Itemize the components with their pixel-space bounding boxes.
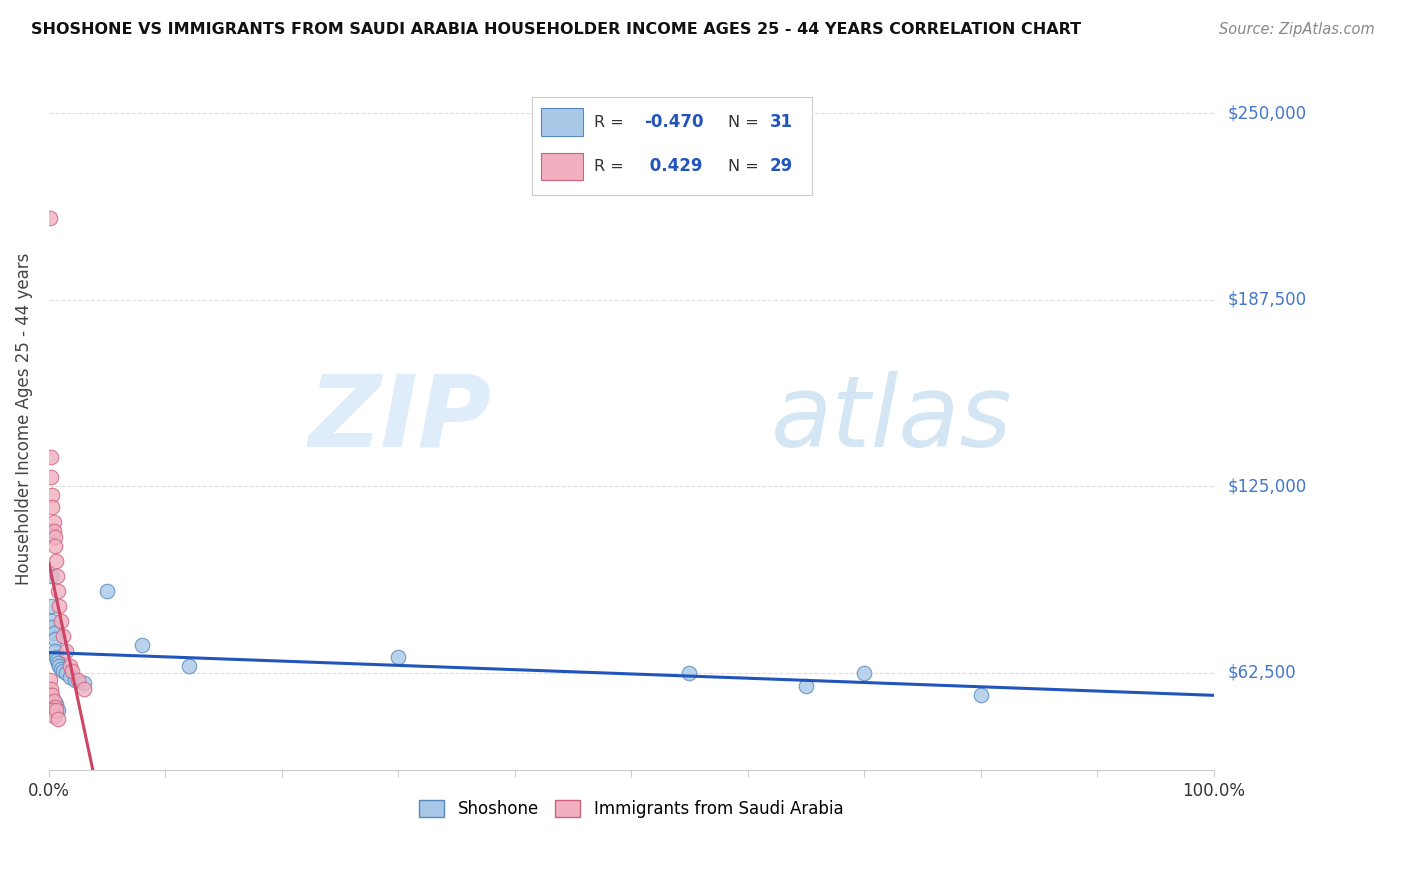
Point bbox=[42, 709, 65, 723]
Text: $125,000: $125,000 bbox=[1227, 477, 1306, 495]
Point bbox=[41, 691, 63, 706]
Text: Source: ZipAtlas.com: Source: ZipAtlas.com bbox=[1219, 22, 1375, 37]
Point bbox=[39, 450, 62, 464]
Point bbox=[44, 632, 66, 646]
Text: atlas: atlas bbox=[770, 371, 1012, 467]
Point bbox=[46, 583, 69, 598]
Point bbox=[59, 670, 82, 684]
Point bbox=[44, 539, 66, 553]
Point bbox=[41, 703, 63, 717]
Point bbox=[73, 682, 96, 697]
Point bbox=[39, 569, 62, 583]
Point bbox=[67, 673, 90, 688]
Point bbox=[46, 569, 69, 583]
Point bbox=[45, 703, 67, 717]
Point bbox=[48, 658, 70, 673]
Point bbox=[794, 680, 817, 694]
Y-axis label: Householder Income Ages 25 - 44 years: Householder Income Ages 25 - 44 years bbox=[15, 253, 32, 585]
Point bbox=[41, 689, 63, 703]
Text: SHOSHONE VS IMMIGRANTS FROM SAUDI ARABIA HOUSEHOLDER INCOME AGES 25 - 44 YEARS C: SHOSHONE VS IMMIGRANTS FROM SAUDI ARABIA… bbox=[31, 22, 1081, 37]
Point bbox=[42, 694, 65, 708]
Legend: Shoshone, Immigrants from Saudi Arabia: Shoshone, Immigrants from Saudi Arabia bbox=[412, 793, 851, 825]
Point bbox=[41, 620, 63, 634]
Point bbox=[39, 470, 62, 484]
Text: $250,000: $250,000 bbox=[1227, 104, 1306, 122]
Point bbox=[52, 629, 75, 643]
Point bbox=[48, 599, 70, 613]
Point bbox=[45, 649, 67, 664]
Point bbox=[39, 673, 62, 688]
Point bbox=[41, 614, 63, 628]
Point bbox=[46, 652, 69, 666]
Point bbox=[39, 599, 62, 613]
Point bbox=[41, 500, 63, 515]
Point bbox=[41, 488, 63, 502]
Point bbox=[42, 625, 65, 640]
Point bbox=[46, 656, 69, 670]
Text: ZIP: ZIP bbox=[308, 371, 492, 467]
Point bbox=[44, 530, 66, 544]
Point bbox=[42, 524, 65, 539]
Point bbox=[52, 665, 75, 679]
Point bbox=[60, 665, 83, 679]
Point bbox=[96, 583, 118, 598]
Text: $62,500: $62,500 bbox=[1227, 664, 1296, 682]
Point bbox=[63, 673, 86, 688]
Point bbox=[131, 638, 153, 652]
Point bbox=[59, 658, 82, 673]
Point bbox=[46, 703, 69, 717]
Point bbox=[73, 676, 96, 690]
Point bbox=[49, 614, 72, 628]
Point bbox=[49, 661, 72, 675]
Point bbox=[39, 689, 62, 703]
Point bbox=[177, 658, 200, 673]
Point bbox=[42, 515, 65, 529]
Point bbox=[45, 554, 67, 568]
Point bbox=[969, 689, 991, 703]
Point bbox=[387, 649, 409, 664]
Point bbox=[853, 665, 876, 680]
Point bbox=[55, 665, 77, 680]
Point bbox=[44, 643, 66, 657]
Point bbox=[678, 665, 700, 680]
Point bbox=[39, 524, 62, 539]
Point bbox=[55, 643, 77, 657]
Point bbox=[39, 211, 62, 225]
Point bbox=[46, 712, 69, 726]
Point bbox=[44, 700, 66, 714]
Point bbox=[39, 682, 62, 697]
Point bbox=[45, 698, 67, 712]
Text: $187,500: $187,500 bbox=[1227, 291, 1306, 309]
Point bbox=[42, 694, 65, 708]
